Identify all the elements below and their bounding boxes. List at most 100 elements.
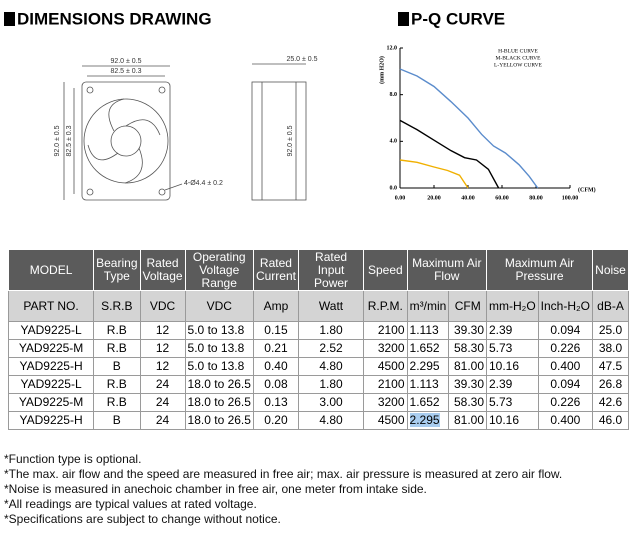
header-cell: Rated Voltage	[139, 249, 186, 291]
data-cell: 5.0 to 13.8	[184, 339, 254, 358]
data-cell: YAD9225-L	[7, 321, 95, 340]
data-cell: 0.21	[252, 339, 299, 358]
data-cell: 1.652	[406, 339, 450, 358]
data-cell: 12	[139, 321, 186, 340]
data-cell: 0.226	[537, 339, 594, 358]
y-tick-label: 0.0	[390, 185, 398, 191]
data-cell: 1.113	[406, 375, 450, 394]
data-cell: 10.16	[486, 357, 539, 376]
y-tick-label: 12.0	[387, 45, 398, 51]
subheader-cell: Inch-H₂O	[537, 290, 594, 322]
dim-label: 92.0 ± 0.5	[287, 125, 294, 156]
top-area: DIMENSIONS DRAWING P-Q CURVE 92.0 ± 0.5 …	[4, 9, 596, 201]
data-cell: 5.0 to 13.8	[184, 357, 254, 376]
data-row: YAD9225-L R.B 24 18.0 to 26.5 0.08 1.80 2100 1.…	[7, 375, 629, 394]
dim-label: 92.0 ± 0.5	[54, 125, 61, 156]
data-cell: 0.40	[252, 357, 299, 376]
data-cell: 24	[139, 411, 186, 430]
subheader-cell: R.P.M.	[363, 290, 408, 322]
header-cell: Bearing Type	[93, 249, 141, 291]
pq-title: P-Q CURVE	[411, 9, 505, 28]
subheader-cell: VDC	[139, 290, 186, 322]
data-cell: YAD9225-L	[7, 375, 95, 394]
data-cell: 18.0 to 26.5	[184, 375, 254, 394]
data-cell: 12	[139, 339, 186, 358]
data-cell: R.B	[93, 339, 141, 358]
data-cell: 46.0	[592, 411, 629, 430]
data-cell: 0.094	[537, 321, 594, 340]
data-cell: 2.295	[406, 357, 450, 376]
header-cell: Rated Input Power	[297, 249, 365, 291]
header-cell: Operating Voltage Range	[184, 249, 254, 291]
subheader-cell: S.R.B	[93, 290, 141, 322]
note: *The max. air flow and the speed are mea…	[4, 467, 563, 481]
header-row: MODEL Bearing Type Rated Voltage Operating …	[7, 249, 629, 291]
data-cell: 4500	[363, 411, 408, 430]
data-cell: 81.00	[448, 411, 487, 430]
data-cell: 3200	[363, 393, 408, 412]
dim-label: 92.0 ± 0.5	[110, 58, 141, 65]
y-tick-label: 8.0	[390, 92, 398, 98]
x-tick-label: 80.00	[529, 195, 543, 201]
data-cell: 5.73	[486, 393, 539, 412]
data-cell: 0.094	[537, 375, 594, 394]
note: *All readings are typical values at rate…	[4, 497, 257, 511]
header-cell: Speed	[363, 249, 408, 291]
data-cell: 4.80	[297, 357, 365, 376]
subheader-row: PART NO. S.R.B VDC VDC Amp Watt R.P.M. m³/min CF…	[7, 290, 629, 322]
fan-side-view	[251, 63, 307, 201]
data-cell: B	[93, 357, 141, 376]
data-cell: 1.80	[297, 321, 365, 340]
data-cell: YAD9225-H	[7, 357, 95, 376]
data-cell: 12	[139, 357, 186, 376]
data-row: YAD9225-L R.B 12 5.0 to 13.8 0.15 1.80 2100 1.1…	[7, 321, 629, 340]
data-row: YAD9225-H B 24 18.0 to 26.5 0.20 4.80 4500 2.29…	[7, 411, 629, 430]
dim-label: 82.5 ± 0.3	[66, 125, 73, 156]
data-cell: 3200	[363, 339, 408, 358]
subheader-cell: Amp	[252, 290, 299, 322]
data-cell: 47.5	[592, 357, 629, 376]
fan-front-view	[63, 65, 183, 201]
data-cell: 1.80	[297, 375, 365, 394]
heading-square	[4, 12, 15, 26]
note: *Noise is measured in anechoic chamber i…	[4, 482, 427, 496]
data-cell: 39.30	[448, 321, 487, 340]
data-cell: B	[93, 411, 141, 430]
data-cell: 4.80	[297, 411, 365, 430]
data-cell: 24	[139, 375, 186, 394]
data-row: YAD9225-H B 12 5.0 to 13.8 0.40 4.80 4500 2.295…	[7, 357, 629, 376]
x-tick-label: 60.00	[495, 195, 509, 201]
subheader-cell: PART NO.	[7, 290, 95, 322]
x-tick-label: 20.00	[427, 195, 441, 201]
header-cell: MODEL	[7, 249, 95, 291]
subheader-cell: mm-H₂O	[486, 290, 539, 322]
dim-label: 25.0 ± 0.5	[286, 56, 317, 63]
data-cell: 18.0 to 26.5	[184, 411, 254, 430]
data-cell: 2100	[363, 321, 408, 340]
data-cell: 0.400	[537, 357, 594, 376]
data-cell: 2100	[363, 375, 408, 394]
header-cell: Maximum Air Pressure	[486, 249, 593, 291]
data-cell: 0.400	[537, 411, 594, 430]
data-cell: 24	[139, 393, 186, 412]
data-cell: 0.13	[252, 393, 299, 412]
legend-entry: L-YELLOW CURVE	[494, 62, 543, 68]
curve	[399, 119, 500, 189]
dim-label: 82.5 ± 0.3	[110, 68, 141, 75]
data-row: YAD9225-M R.B 24 18.0 to 26.5 0.13 3.00 3200 1.…	[7, 393, 629, 412]
data-cell: R.B	[93, 393, 141, 412]
selected-text: 2.295	[409, 413, 440, 427]
note: *Specifications are subject to change wi…	[4, 512, 281, 526]
data-cell: 2.52	[297, 339, 365, 358]
legend-entry: H-BLUE CURVE	[498, 48, 538, 54]
data-cell: 2.39	[486, 375, 539, 394]
data-cell: 42.6	[592, 393, 629, 412]
data-cell: YAD9225-M	[7, 393, 95, 412]
data-cell: 58.30	[448, 393, 487, 412]
data-cell: 1.652	[406, 393, 450, 412]
data-row: YAD9225-M R.B 12 5.0 to 13.8 0.21 2.52 3200 1.6…	[7, 339, 629, 358]
curve	[399, 159, 469, 189]
y-axis-label: (mm H2O)	[378, 56, 385, 84]
x-tick-label: 40.00	[461, 195, 475, 201]
data-cell: 5.0 to 13.8	[184, 321, 254, 340]
